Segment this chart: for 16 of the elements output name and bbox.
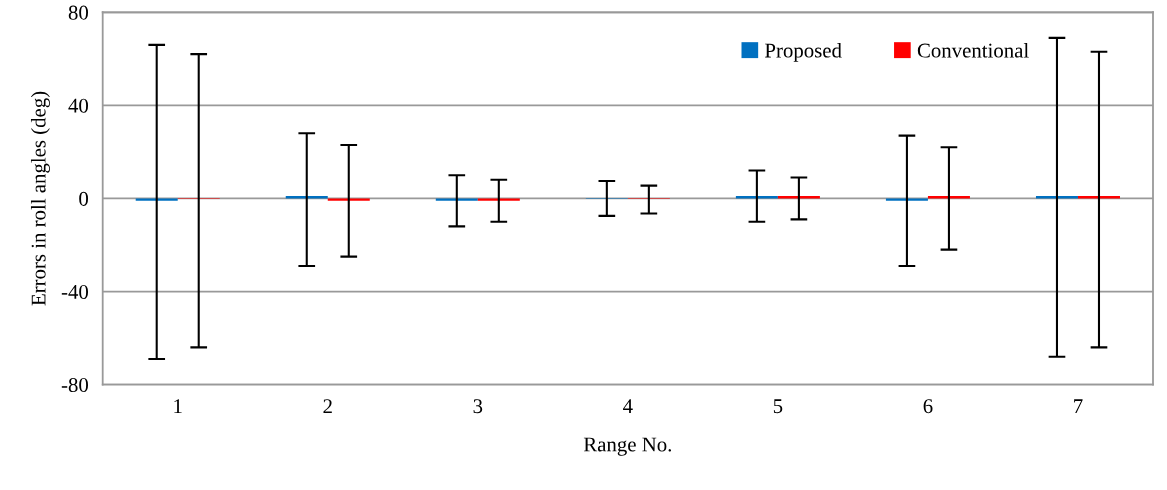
x-tick-label: 7	[1074, 399, 1083, 413]
x-axis-title: Range No.	[583, 437, 672, 456]
x-tick-label: 1	[174, 399, 182, 413]
y-tick-label: -80	[61, 378, 89, 393]
y-tick-label: 0	[79, 191, 89, 206]
x-tick-label: 2	[323, 399, 332, 413]
y-tick-label: 40	[68, 98, 89, 113]
x-tick-label: 4	[623, 399, 633, 413]
legend-label: Proposed	[765, 42, 842, 62]
legend-label: Conventional	[917, 42, 1029, 58]
x-tick-label: 5	[773, 399, 783, 414]
y-axis-title: Errors in roll angles (deg)	[30, 91, 50, 306]
x-tick-label: 3	[473, 399, 483, 414]
y-tick-label: 80	[68, 5, 89, 20]
x-tick-label: 6	[923, 399, 933, 414]
y-tick-label: -40	[61, 284, 89, 299]
